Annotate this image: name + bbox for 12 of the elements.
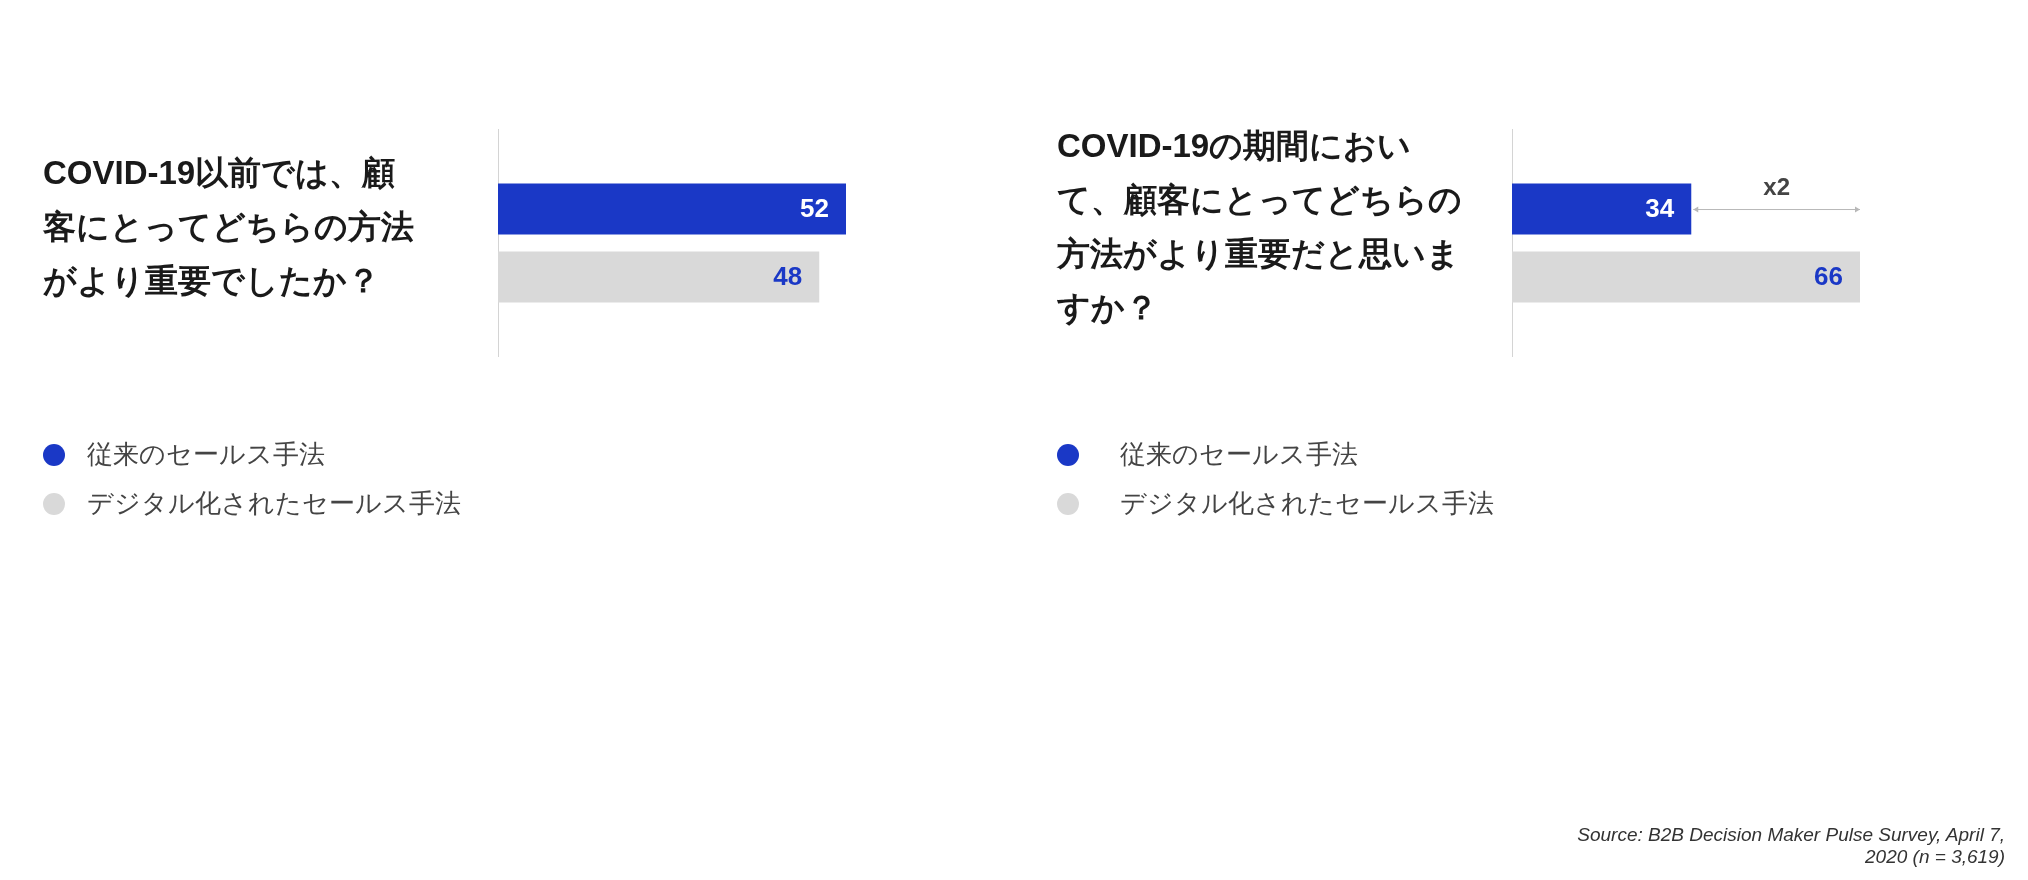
data-label: 66 [1814, 261, 1843, 292]
legend-label: デジタル化されたセールス手法 [1120, 487, 1494, 520]
source-note: Source: B2B Decision Maker Pulse Survey, April 7, 2020 (n = 3,619) [1576, 824, 2005, 868]
legend-label: デジタル化されたセールス手法 [87, 487, 461, 520]
data-label: 52 [800, 193, 829, 224]
text: COVID-19の期間において、顧客にとってどちらの方法がより重要だと思いますか？ [1057, 126, 1463, 328]
text: COVID-19以前では、顧客にとってどちらの方法がより重要でしたか？ [43, 153, 415, 301]
data-label: 48 [773, 261, 803, 292]
legend-label: 従来のセールス手法 [87, 438, 325, 471]
legend-label: 従来のセールス手法 [1120, 438, 1358, 471]
annotation: x2 [1763, 172, 1790, 200]
data-label: 34 [1645, 193, 1675, 224]
